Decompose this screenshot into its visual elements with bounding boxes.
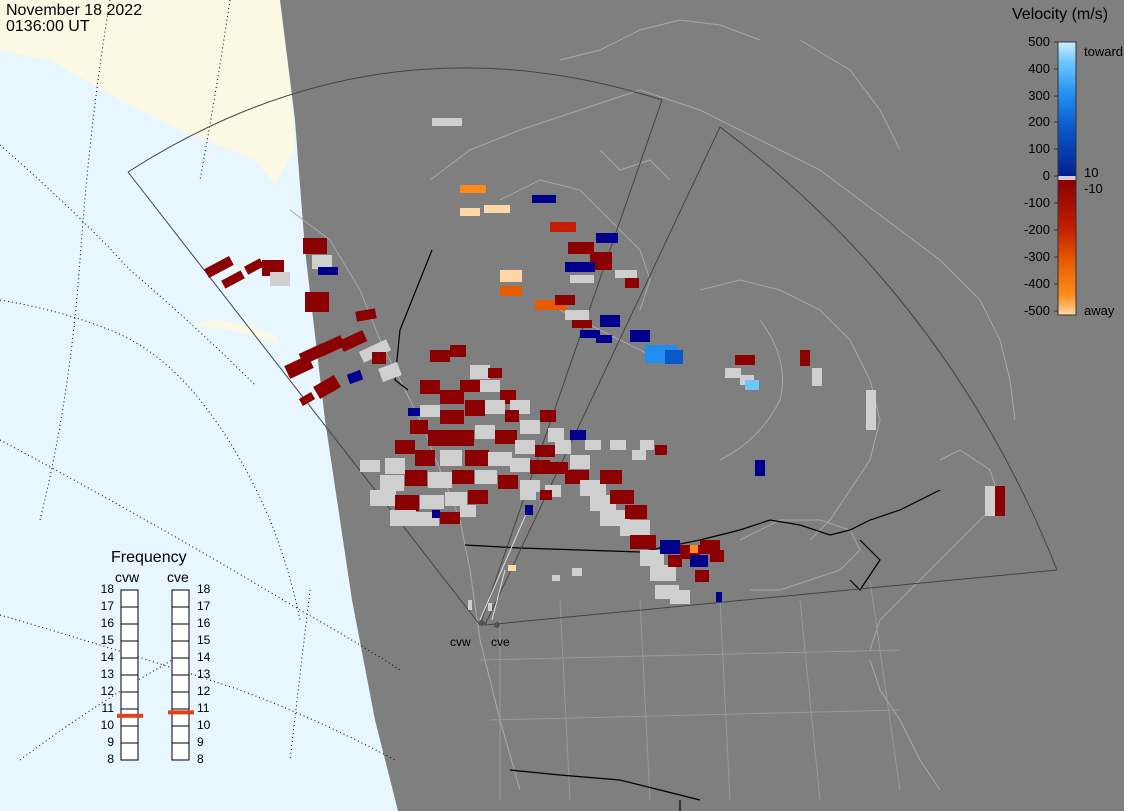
freq-radar-cve: cve	[167, 569, 189, 585]
site-label-cvw: cvw	[450, 635, 471, 649]
freq-scale-l-10: 10	[100, 718, 114, 732]
freq-scale-l-16: 16	[100, 616, 114, 630]
freq-radar-cvw: cvw	[115, 569, 140, 585]
freq-scale-r-10: 10	[197, 718, 211, 732]
political-borders	[479, 579, 901, 801]
frequency-panel	[117, 589, 194, 761]
freq-scale-r-11: 11	[197, 701, 210, 715]
cbar-inner-10: 10	[1084, 165, 1099, 180]
freq-scale-l-13: 13	[100, 667, 114, 681]
daylight-alaska-peninsula	[190, 320, 280, 345]
lat-lon-grid	[0, 0, 401, 761]
time-label: 0136:00 UT	[6, 18, 90, 35]
cbar-tick-neg500: -500	[1023, 303, 1050, 318]
cbar-away-label: away	[1084, 303, 1115, 318]
radar-sites	[479, 620, 500, 628]
daylight-land	[0, 0, 295, 185]
velocity-cells	[204, 118, 1005, 611]
colorbar-title: Velocity (m/s)	[1012, 6, 1109, 23]
freq-scale-r-8: 8	[197, 752, 204, 766]
site-label-cve: cve	[491, 635, 510, 649]
freq-scale-r-13: 13	[197, 667, 211, 681]
freq-scale-l-18: 18	[100, 582, 114, 596]
freq-scale-l-12: 12	[100, 684, 114, 698]
cbar-tick-neg400: -400	[1023, 276, 1050, 291]
date-label: November 18 2022	[6, 2, 143, 19]
cbar-tick-neg200: -200	[1023, 222, 1050, 237]
cbar-tick-100: 100	[1028, 141, 1050, 156]
beam-lines	[479, 504, 531, 621]
freq-scale-r-12: 12	[197, 684, 211, 698]
site-cvw-marker	[479, 620, 485, 626]
freq-scale-r-16: 16	[197, 616, 211, 630]
cbar-tick-200: 200	[1028, 114, 1050, 129]
freq-marker-cve	[168, 710, 194, 715]
national-borders	[394, 249, 941, 811]
freq-scale-l-17: 17	[100, 599, 114, 613]
freq-scale-r-18: 18	[197, 582, 211, 596]
freq-scale-r-14: 14	[197, 650, 211, 664]
freq-scale-l-8: 8	[107, 752, 114, 766]
cbar-tick-neg300: -300	[1023, 249, 1050, 264]
cbar-tick-500: 500	[1028, 34, 1050, 49]
cbar-tick-0: 0	[1042, 168, 1050, 183]
cbar-tick-neg100: -100	[1023, 195, 1050, 210]
cbar-tick-400: 400	[1028, 61, 1050, 76]
freq-scale-r-15: 15	[197, 633, 211, 647]
freq-scale-l-14: 14	[100, 650, 114, 664]
site-cve-marker	[494, 622, 500, 628]
coastlines	[289, 19, 1016, 791]
velocity-colorbar	[1054, 41, 1077, 316]
freq-scale-r-17: 17	[197, 599, 211, 613]
freq-marker-cvw	[117, 713, 143, 718]
freq-scale-l-9: 9	[107, 735, 114, 749]
cbar-toward-label: toward	[1084, 44, 1124, 59]
cbar-inner-neg10: -10	[1084, 181, 1103, 196]
freq-scale-r-9: 9	[197, 735, 204, 749]
cbar-tick-300: 300	[1028, 88, 1050, 103]
frequency-title: Frequency	[111, 549, 187, 566]
freq-scale-l-11: 11	[101, 701, 114, 715]
freq-scale-l-15: 15	[100, 633, 114, 647]
night-region	[280, 0, 1124, 811]
